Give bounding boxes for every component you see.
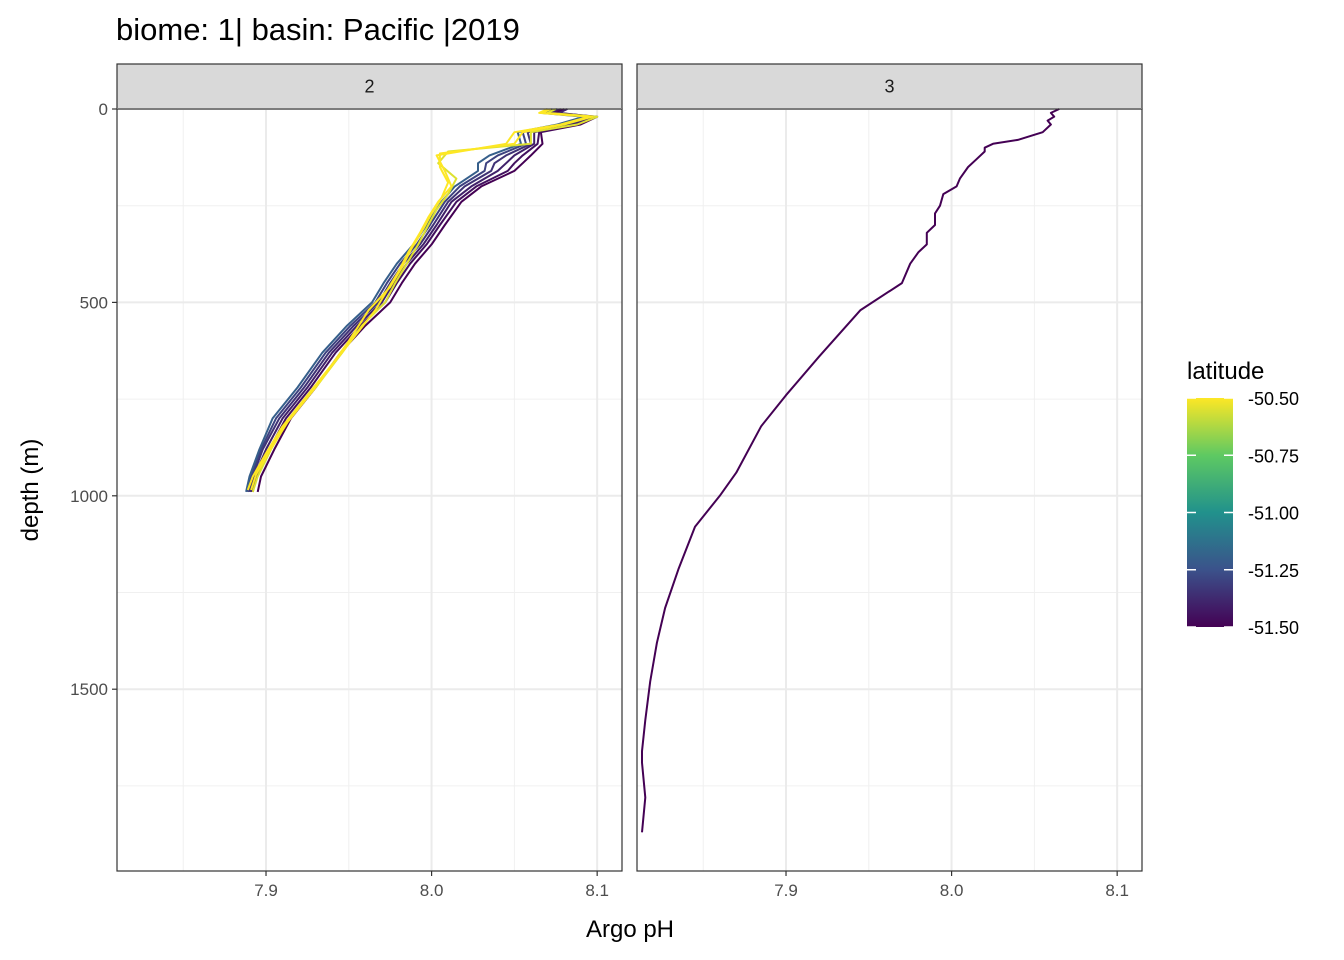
panel-border: [116, 108, 623, 872]
legend-title: latitude: [1187, 358, 1264, 385]
facet-panels: 2 7.9 8.0 8.1 0 500 1000 1500 3 7.9 8.0 8.1: [70, 63, 1143, 900]
legend-ticks: -50.50 -50.75 -51.00 -51.25 -51.50: [1187, 389, 1299, 638]
facet-strip: [116, 63, 623, 110]
x-tick-label: 7.9: [774, 881, 798, 900]
y-tick-label: 1500: [70, 680, 108, 699]
panel-background: [117, 109, 622, 871]
profile-line: [641, 108, 1060, 833]
facet-strip-label: 2: [364, 77, 374, 97]
legend-tick-label: -50.50: [1248, 389, 1299, 409]
x-tick-label: 8.0: [420, 881, 444, 900]
legend: latitude -50.50 -50.75 -51.00 -51.25 -51.50: [1187, 358, 1299, 638]
profile-line: [246, 108, 594, 491]
x-tick-label: 8.1: [1105, 881, 1129, 900]
legend-tick-label: -51.25: [1248, 561, 1299, 581]
y-tick-label: 500: [80, 293, 108, 312]
legend-tick-label: -51.00: [1248, 504, 1299, 524]
panel-border: [636, 108, 1143, 872]
y-tick-label: 0: [99, 100, 108, 119]
x-tick-label: 8.0: [940, 881, 964, 900]
legend-tick-label: -50.75: [1248, 446, 1299, 466]
profile-line: [250, 108, 590, 491]
x-axis-title: Argo pH: [586, 916, 674, 943]
x-tick-label: 8.1: [585, 881, 609, 900]
y-tick-label: 1000: [70, 487, 108, 506]
x-tick-label: 7.9: [254, 881, 278, 900]
chart-title: biome: 1| basin: Pacific |2019: [116, 12, 520, 47]
facet-strip-label: 3: [884, 77, 894, 97]
legend-tick-label: -51.50: [1248, 618, 1299, 638]
facet-panel-2: 2 7.9 8.0 8.1 0 500 1000 1500: [70, 63, 623, 900]
y-axis-title: depth (m): [17, 439, 44, 542]
facet-panel-3: 3 7.9 8.0 8.1: [636, 63, 1143, 900]
facet-strip: [636, 63, 1143, 110]
panel-background: [637, 109, 1142, 871]
